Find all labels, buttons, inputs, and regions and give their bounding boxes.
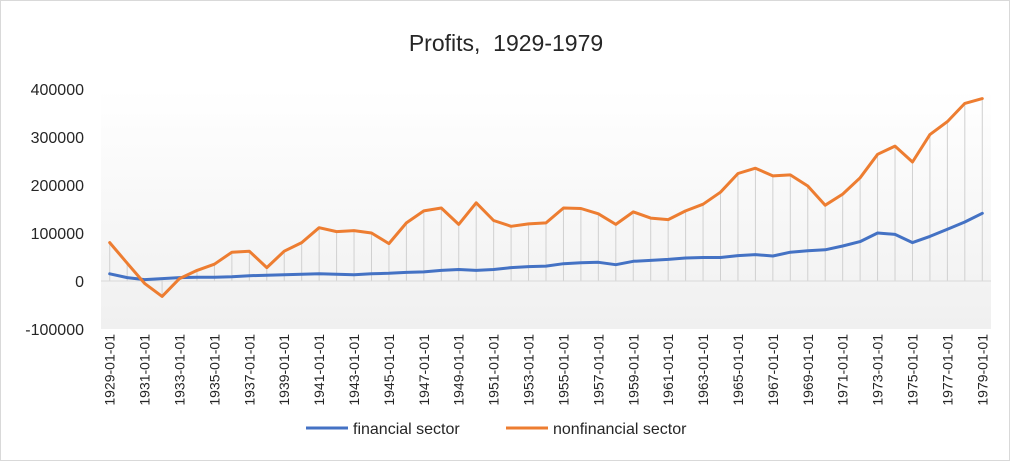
x-tick-label: 1939-01-01: [276, 334, 292, 406]
x-tick-label: 1979-01-01: [974, 334, 990, 406]
y-tick-label: 400000: [31, 82, 84, 99]
x-tick-label: 1959-01-01: [625, 334, 641, 406]
y-axis: 400000 300000 200000 100000 0 -100000: [25, 82, 84, 339]
x-tick-label: 1937-01-01: [241, 334, 257, 406]
x-tick-label: 1955-01-01: [555, 334, 571, 406]
y-tick-label: -100000: [25, 322, 84, 339]
x-tick-label: 1929-01-01: [102, 334, 118, 406]
x-tick-label: 1961-01-01: [660, 334, 676, 406]
y-tick-label: 300000: [31, 130, 84, 147]
x-tick-label: 1977-01-01: [939, 334, 955, 406]
legend-label-nonfinancial: nonfinancial sector: [553, 421, 687, 438]
x-tick-label: 1949-01-01: [451, 334, 467, 406]
legend: financial sector nonfinancial sector: [306, 421, 687, 438]
plot-area-background: [101, 89, 991, 329]
x-tick-label: 1957-01-01: [590, 334, 606, 406]
x-tick-label: 1945-01-01: [381, 334, 397, 406]
x-tick-label: 1969-01-01: [800, 334, 816, 406]
series-line-nonfinancial: [108, 97, 984, 298]
chart-title: Profits, 1929-1979: [409, 30, 603, 56]
y-tick-label: 200000: [31, 178, 84, 195]
legend-label-financial: financial sector: [353, 421, 460, 438]
x-tick-label: 1933-01-01: [172, 334, 188, 406]
x-tick-label: 1963-01-01: [695, 334, 711, 406]
x-axis: 1929-01-01 1931-01-01 1933-01-01 1935-01-01…: [101, 280, 991, 406]
series-line-financial: [108, 211, 984, 282]
x-tick-label: 1931-01-01: [137, 334, 153, 406]
x-tick-label: 1951-01-01: [486, 334, 502, 406]
x-tick-label: 1975-01-01: [904, 334, 920, 406]
x-tick-label: 1947-01-01: [416, 334, 432, 406]
x-tick-label: 1973-01-01: [870, 334, 886, 406]
x-tick-label: 1953-01-01: [521, 334, 537, 406]
x-tick-label: 1943-01-01: [346, 334, 362, 406]
series-lines: [108, 97, 984, 298]
x-tick-label: 1965-01-01: [730, 334, 746, 406]
x-tick-label: 1971-01-01: [835, 334, 851, 406]
y-tick-label: 100000: [31, 226, 84, 243]
x-tick-label: 1935-01-01: [206, 334, 222, 406]
y-tick-label: 0: [75, 274, 84, 291]
x-tick-label: 1941-01-01: [311, 334, 327, 406]
x-tick-label: 1967-01-01: [765, 334, 781, 406]
